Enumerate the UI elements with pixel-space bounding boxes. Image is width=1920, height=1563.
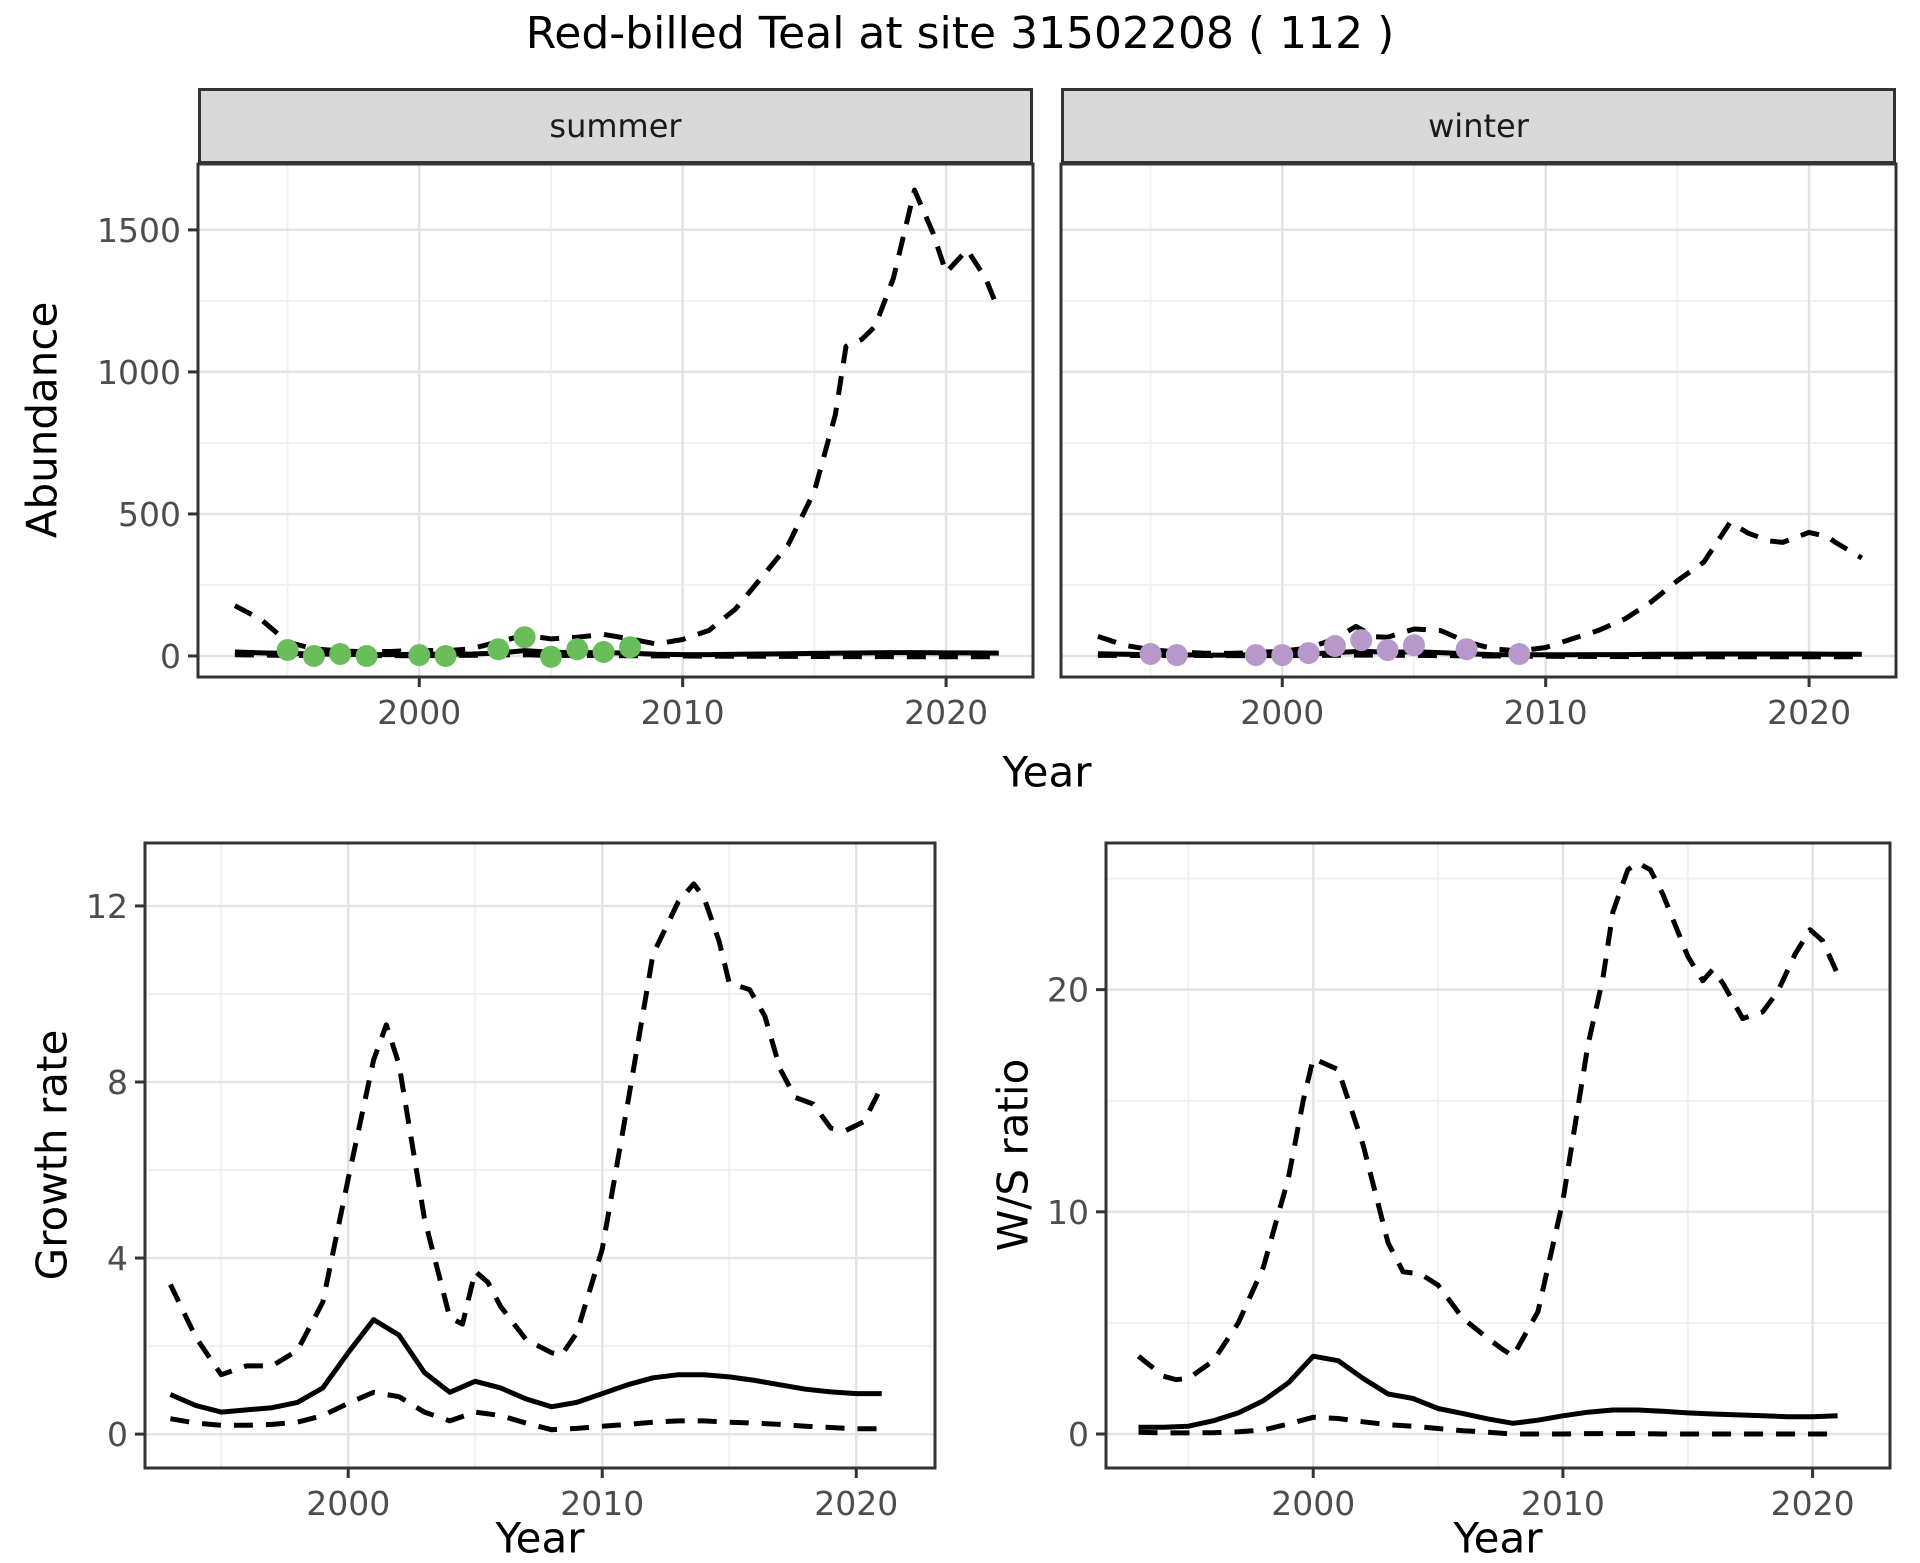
x-tick-label: 2020 <box>1767 693 1851 732</box>
x-tick-label: 2000 <box>1240 693 1324 732</box>
x-tick-label: 2000 <box>377 693 461 732</box>
page-title: Red-billed Teal at site 31502208 ( 112 ) <box>525 8 1395 59</box>
facet-strip-summer: summer <box>198 88 1033 164</box>
x-tick-label: 2010 <box>560 1484 644 1523</box>
panel-border <box>1059 162 1898 679</box>
summer-counts-points <box>276 626 641 668</box>
panel-abundance-winter: 2000 2010 2020 <box>1059 162 1898 732</box>
lower-ci-line <box>1138 1414 1838 1437</box>
y-tick-label: 0 <box>1068 1415 1089 1454</box>
y-tick-label: 0 <box>107 1415 128 1454</box>
facet-strip-winter: winter <box>1061 88 1896 164</box>
observation-point <box>1271 644 1294 667</box>
observation-point <box>540 645 562 668</box>
observation-point <box>1403 634 1425 657</box>
y-tick-label: 12 <box>86 887 128 926</box>
x-tick-label: 2020 <box>814 1484 898 1523</box>
x-axis-title-year-ws: Year <box>1453 1513 1543 1563</box>
observation-point <box>1297 642 1320 665</box>
observation-point <box>1244 644 1267 667</box>
observation-point <box>302 645 325 667</box>
observation-point <box>1165 644 1188 667</box>
observation-point <box>329 643 352 665</box>
lower-ci-line <box>234 652 999 660</box>
median-line <box>169 1317 882 1415</box>
y-tick-label: 500 <box>118 495 181 534</box>
y-tick-label: 1000 <box>97 353 181 392</box>
x-tick-label: 2020 <box>904 693 988 732</box>
observation-point <box>1376 639 1399 661</box>
upper-ci-line <box>1136 860 1840 1383</box>
y-tick-label: 0 <box>160 637 181 676</box>
panel-growth-rate: 2000 2010 2020 0 4 8 12 <box>86 841 937 1523</box>
x-axis-title-year-growth: Year <box>495 1513 585 1563</box>
y-tick-label: 10 <box>1047 1193 1089 1232</box>
observation-point <box>355 645 378 667</box>
x-tick-label: 2010 <box>1504 693 1588 732</box>
y-tick-label: 1500 <box>97 211 181 250</box>
observation-point <box>408 644 431 667</box>
lower-ci-line <box>1097 652 1862 660</box>
facet-strip-winter-label: winter <box>1428 107 1529 145</box>
median-line <box>1138 1353 1838 1430</box>
observation-point <box>487 638 510 661</box>
panel-abundance-summer: 2000 2010 2020 0 500 1000 1500 <box>97 162 1035 732</box>
lower-ci-line <box>169 1389 882 1433</box>
observation-point <box>592 641 615 663</box>
x-axis-title-year-top: Year <box>1002 747 1092 797</box>
panel-border <box>196 162 1035 679</box>
median-line <box>1097 648 1862 658</box>
observation-point <box>566 638 589 661</box>
observation-point <box>434 645 457 667</box>
observation-point <box>1455 638 1478 661</box>
y-tick-label: 8 <box>107 1063 128 1102</box>
observation-point <box>513 626 536 649</box>
observation-point <box>619 636 641 659</box>
x-tick-label: 2020 <box>1771 1484 1855 1523</box>
x-tick-label: 2010 <box>1521 1484 1605 1523</box>
panel-border <box>143 841 937 1470</box>
observation-point <box>1139 643 1162 665</box>
winter-counts-points <box>1139 629 1531 667</box>
x-tick-label: 2000 <box>1271 1484 1355 1523</box>
x-tick-label: 2010 <box>641 693 725 732</box>
y-tick-label: 4 <box>107 1239 128 1278</box>
panel-border <box>1104 841 1892 1470</box>
x-tick-label: 2000 <box>306 1484 390 1523</box>
observation-point <box>1350 629 1373 652</box>
y-axis-title-abundance: Abundance <box>17 301 67 539</box>
upper-ci-line <box>168 881 884 1378</box>
observation-point <box>1323 635 1346 657</box>
upper-ci-line <box>233 187 1002 655</box>
y-axis-title-growth-rate: Growth rate <box>27 1029 77 1281</box>
observation-point <box>276 639 299 661</box>
panel-ws-ratio: 2000 2010 2020 0 10 20 <box>1047 841 1892 1523</box>
observation-point <box>1508 643 1531 665</box>
y-axis-title-ws-ratio: W/S ratio <box>988 1058 1038 1252</box>
y-tick-label: 20 <box>1047 971 1089 1010</box>
facet-strip-summer-label: summer <box>549 107 682 145</box>
